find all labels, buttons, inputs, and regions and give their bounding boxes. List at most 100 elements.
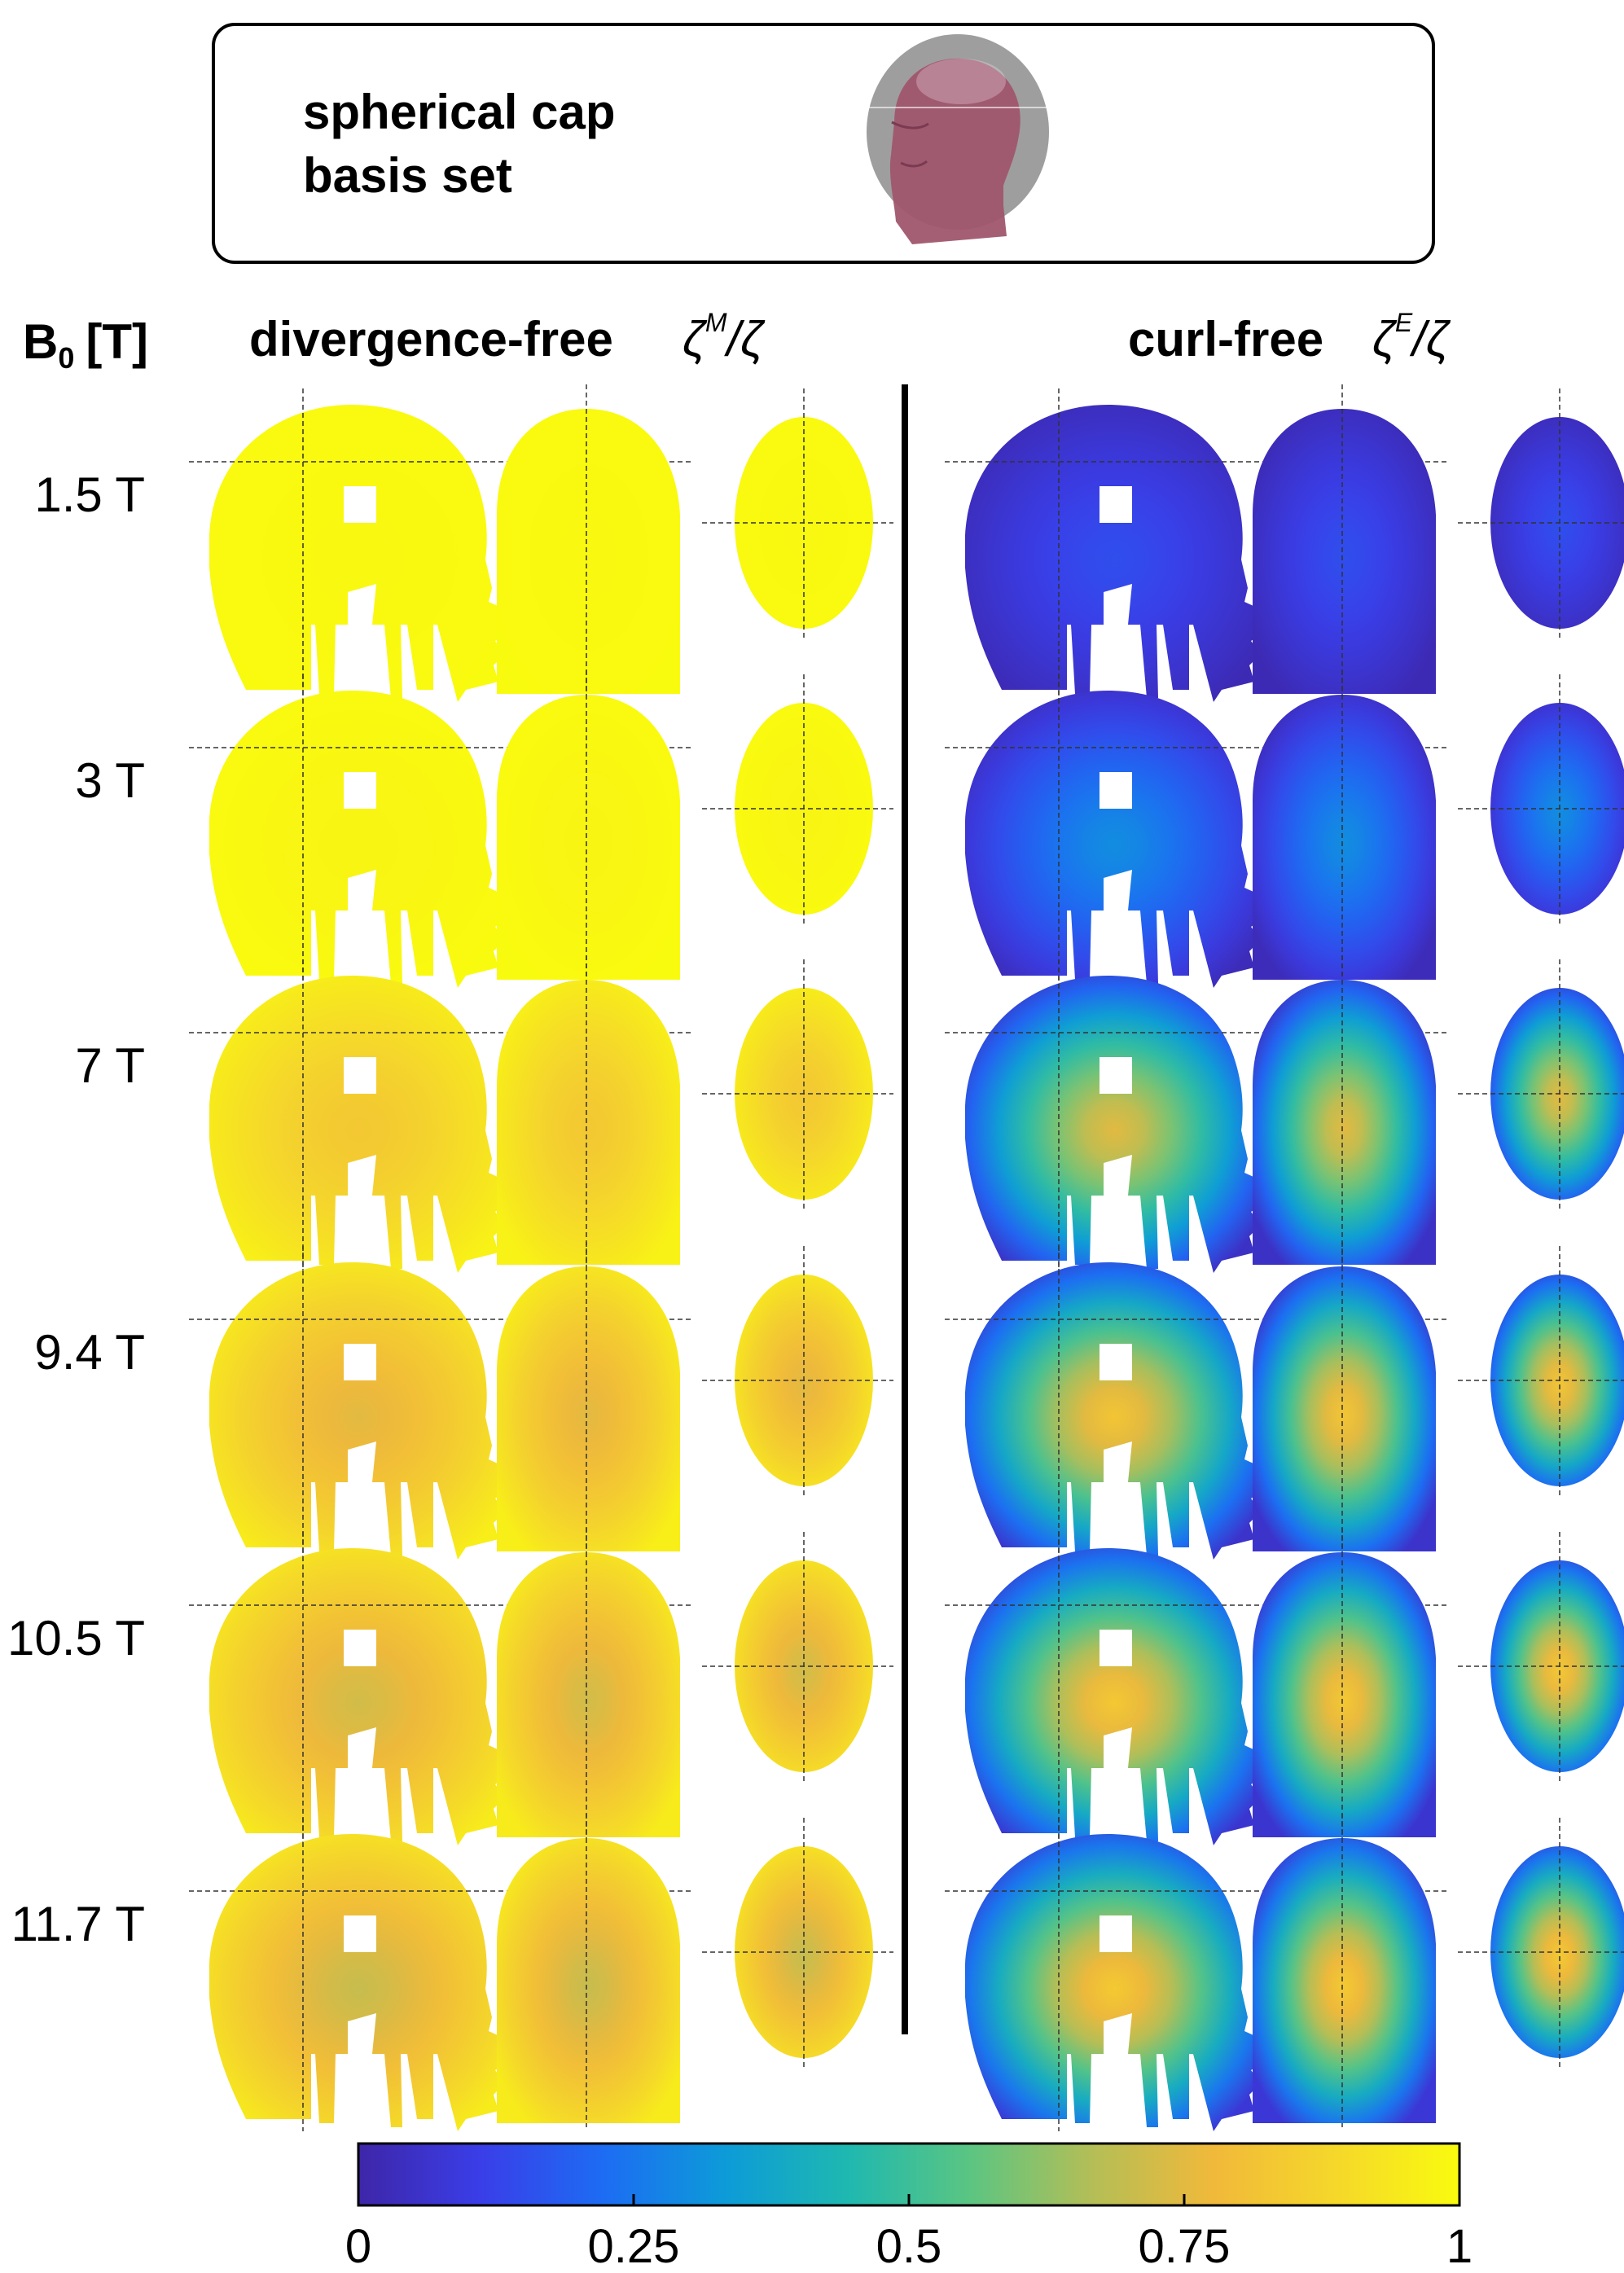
- row-header-unit: [T]: [86, 314, 148, 369]
- field-row: 11.7 T: [11, 1814, 1624, 2131]
- coronal-heatmap: [497, 409, 680, 694]
- axial-slice: [702, 1246, 893, 1499]
- sagittal-heatmap: [965, 1262, 1264, 1560]
- sagittal-slice: [945, 1246, 1450, 1560]
- field-strength-label: 9.4 T: [34, 1325, 145, 1380]
- sagittal-heatmap: [965, 1834, 1264, 2131]
- axial-slice: [702, 1818, 893, 2070]
- axial-slice: [1458, 388, 1624, 641]
- sagittal-heatmap: [209, 405, 508, 702]
- airway-cavity: [1099, 1344, 1132, 1380]
- coronal-heatmap: [1253, 980, 1436, 1265]
- head-model-illustration: [867, 34, 1049, 245]
- head-model: [889, 58, 1020, 245]
- colorbar-tick-label: 0.5: [876, 2220, 942, 2273]
- coronal-slice: [1253, 1528, 1436, 1841]
- airway-cavity: [1099, 1915, 1132, 1952]
- sagittal-heatmap: [209, 1548, 508, 1845]
- axial-slice: [1458, 959, 1624, 1212]
- sagittal-heatmap: [209, 691, 508, 988]
- coronal-heatmap: [497, 695, 680, 980]
- sagittal-slice: [189, 388, 694, 702]
- colorbar-ticks: 0 0.25 0.5 0.75 1: [345, 2194, 1473, 2273]
- airway-cavity: [344, 1915, 376, 1952]
- sagittal-heatmap: [965, 976, 1264, 1273]
- row-header-b: B: [23, 314, 58, 369]
- sagittal-slice: [189, 674, 694, 988]
- coronal-slice: [1253, 1242, 1436, 1556]
- coronal-heatmap: [497, 1838, 680, 2123]
- header-box-line1: spherical cap: [303, 85, 616, 139]
- coronal-slice: [497, 955, 680, 1269]
- colorbar-tick-label: 0: [345, 2220, 371, 2273]
- sagittal-slice: [189, 1532, 694, 1845]
- divergence-free-title: divergence-free: [249, 312, 613, 366]
- sagittal-slice: [945, 1532, 1450, 1845]
- field-row: 10.5 T: [7, 1528, 1624, 1845]
- coronal-slice: [1253, 955, 1436, 1269]
- airway-cavity: [1099, 1057, 1132, 1094]
- sagittal-heatmap: [965, 405, 1264, 702]
- zeta-superscript-m: M: [705, 308, 727, 337]
- airway-cavity: [344, 1344, 376, 1380]
- sagittal-heatmap: [209, 1834, 508, 2131]
- coronal-slice: [1253, 1814, 1436, 2127]
- coronal-heatmap: [497, 980, 680, 1265]
- sagittal-slice: [189, 1246, 694, 1560]
- sagittal-slice: [189, 1818, 694, 2131]
- axial-slice: [1458, 1246, 1624, 1499]
- row-header-b0: B0 [T]: [23, 314, 148, 375]
- axial-slice: [1458, 674, 1624, 927]
- coronal-slice: [497, 1814, 680, 2127]
- sagittal-slice: [945, 959, 1450, 1273]
- airway-cavity: [344, 1057, 376, 1094]
- colorbar-tick-label: 0.75: [1139, 2220, 1231, 2273]
- coronal-heatmap: [1253, 1552, 1436, 1837]
- axial-slice: [1458, 1818, 1624, 2070]
- field-row: 1.5 T: [34, 384, 1624, 702]
- header-box: spherical cap basis set: [212, 23, 1435, 264]
- sagittal-slice: [945, 674, 1450, 988]
- airway-cavity: [344, 486, 376, 523]
- cap-highlight: [916, 59, 1006, 104]
- colorbar-tick-label: 0.25: [588, 2220, 680, 2273]
- coronal-slice: [497, 1528, 680, 1841]
- field-strength-label: 1.5 T: [34, 467, 145, 522]
- coronal-slice: [497, 1242, 680, 1556]
- axial-slice: [1458, 1532, 1624, 1784]
- field-strength-label: 10.5 T: [7, 1611, 145, 1665]
- divergence-free-ratio: ζM/ζ: [683, 308, 766, 366]
- zeta-superscript-e: E: [1395, 308, 1413, 337]
- sagittal-heatmap: [209, 1262, 508, 1560]
- axial-slice: [702, 1532, 893, 1784]
- header-box-line2: basis set: [303, 148, 512, 203]
- sagittal-slice: [945, 1818, 1450, 2131]
- header-box-frame: [212, 23, 1435, 264]
- coronal-slice: [1253, 384, 1436, 698]
- field-row: 9.4 T: [34, 1242, 1624, 1560]
- airway-cavity: [1099, 772, 1132, 809]
- coronal-heatmap: [1253, 695, 1436, 980]
- airway-cavity: [344, 772, 376, 809]
- axial-slice: [702, 959, 893, 1212]
- coronal-slice: [497, 670, 680, 984]
- zeta-denominator: /ζ: [723, 312, 766, 366]
- heatmap-grid: 1.5 T 3 T 7 T 9.4 T 10.5 T 11.7 T: [7, 384, 1624, 2131]
- coronal-heatmap: [497, 1552, 680, 1837]
- field-strength-label: 3 T: [75, 753, 145, 808]
- axial-slice: [702, 674, 893, 927]
- sagittal-heatmap: [965, 1548, 1264, 1845]
- coronal-slice: [1253, 670, 1436, 984]
- field-strength-label: 7 T: [75, 1038, 145, 1093]
- airway-cavity: [1099, 1630, 1132, 1666]
- zeta-symbol: ζ: [683, 312, 708, 366]
- sagittal-heatmap: [965, 691, 1264, 988]
- field-row: 3 T: [75, 670, 1624, 988]
- coronal-heatmap: [1253, 1838, 1436, 2123]
- coronal-heatmap: [1253, 409, 1436, 694]
- coronal-heatmap: [1253, 1266, 1436, 1551]
- coronal-slice: [497, 384, 680, 698]
- panel-title-divergence-free: divergence-free ζM/ζ: [249, 308, 766, 366]
- row-header-subscript: 0: [58, 341, 74, 375]
